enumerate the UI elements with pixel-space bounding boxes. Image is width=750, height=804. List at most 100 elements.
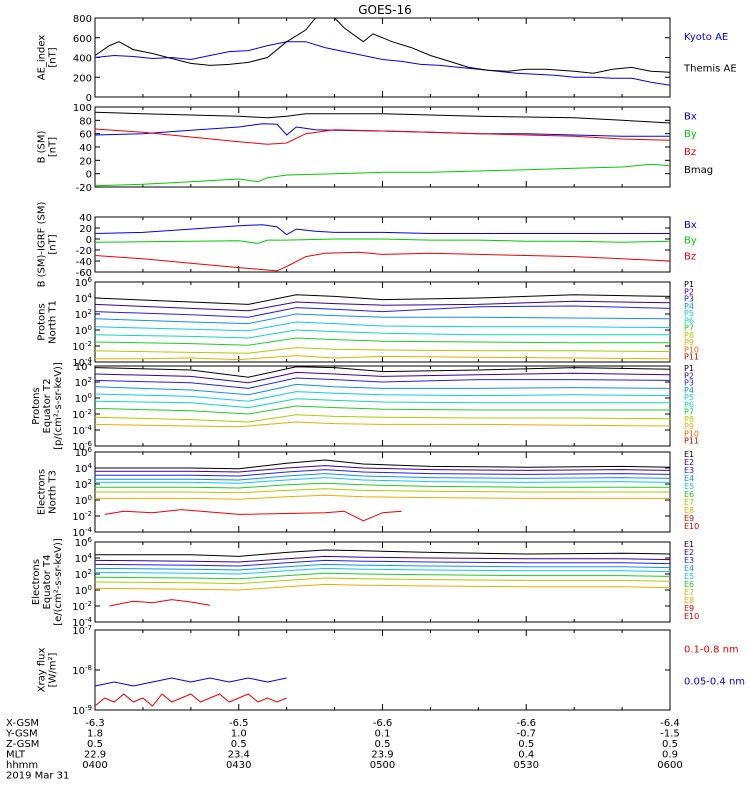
panel-frame	[94, 17, 671, 98]
series-line-p6	[94, 398, 670, 409]
legend-entry: E9	[684, 604, 694, 613]
y-tick-label: 100	[75, 392, 92, 405]
y-axis-label: [W/m²]	[48, 652, 59, 687]
series-line-bx	[94, 224, 670, 236]
series-line-p9	[95, 355, 671, 361]
legend-entry: E1	[684, 540, 694, 549]
legend-entry: Bx	[684, 111, 697, 122]
footer-value: -6.4	[660, 718, 680, 729]
legend-entry: P10	[684, 429, 699, 438]
legend-entry: P1	[684, 280, 694, 289]
y-tick-label: 104	[75, 292, 93, 305]
legend-entry: P6	[684, 400, 694, 409]
y-axis-label: [e/(cm²-s-sr-keV)]	[53, 538, 64, 626]
series-line-p6	[94, 329, 670, 339]
legend-entry: E3	[684, 556, 694, 565]
panel-b_sm: -20 0 20 40 60 80 100 B (SM) [nT] Bx By Bz Bmag	[37, 103, 714, 194]
footer-value: -6.3	[85, 718, 105, 729]
legend-entry: E6	[684, 490, 694, 499]
legend-entry: P8	[684, 415, 694, 424]
footer-value: -6.6	[373, 718, 393, 729]
legend-entry: Themis AE	[683, 64, 737, 75]
y-axis-label: B (SM)	[37, 130, 48, 163]
y-tick-label: 106	[75, 446, 93, 459]
series-line-e9	[104, 509, 402, 522]
y-tick-label: 200	[73, 73, 92, 84]
legend-entry: P10	[684, 345, 699, 354]
y-tick-label: 104	[75, 360, 93, 373]
legend-entry: Bz	[684, 251, 696, 262]
footer-value: 0.5	[231, 739, 247, 750]
y-tick-label: 600	[73, 34, 92, 45]
legend-entry: P3	[684, 295, 694, 304]
series-line-p5	[94, 391, 671, 402]
y-tick-label: 10-2	[72, 408, 92, 421]
panel-xray: 10-9 10-8 10-7 Xray flux [W/m²] 0.1-0.8 nm 0.0…	[37, 624, 746, 717]
y-tick-label: 10-7	[72, 624, 92, 637]
y-axis-label: Protons	[31, 387, 42, 424]
legend-entry: Bx	[684, 220, 697, 231]
series-line-e8	[94, 583, 671, 591]
series-line-0-05-0-4-nm	[94, 677, 287, 687]
y-tick-label: 20	[79, 224, 92, 235]
series-line-bmag	[94, 111, 671, 124]
series-line-p4	[94, 313, 671, 325]
legend-entry: P8	[684, 331, 694, 340]
legend-entry: P11	[684, 353, 699, 362]
legend-entry: P7	[684, 408, 694, 417]
legend-entry: 0.1-0.8 nm	[684, 644, 739, 655]
series-line-p1	[94, 366, 671, 378]
y-tick-label: 0	[86, 170, 92, 181]
legend-entry: P4	[684, 386, 694, 395]
legend-entry: P6	[684, 316, 694, 325]
series-line-e5	[95, 477, 671, 484]
legend-entry: P11	[684, 437, 699, 446]
legend-entry: E3	[684, 466, 694, 475]
y-tick-label: -60	[76, 268, 92, 279]
legend-entry: P3	[684, 379, 694, 388]
y-axis-label: Electrons	[37, 469, 48, 515]
legend-entry: E6	[684, 580, 694, 589]
series-line-e8	[95, 494, 670, 500]
footer-value: 23.4	[228, 750, 250, 761]
y-axis-label: AE_index	[37, 35, 48, 81]
series-line-p8	[94, 347, 671, 354]
series-line-p3	[94, 305, 671, 318]
y-axis-label: Equator T4	[42, 555, 53, 610]
legend-entry: P5	[684, 309, 694, 318]
legend-entry: E8	[684, 506, 694, 515]
footer-date: 2019 Mar 31	[6, 771, 69, 782]
footer-row-label: X-GSM	[6, 718, 39, 729]
legend-entry: E5	[684, 572, 694, 581]
y-tick-label: 400	[73, 54, 92, 65]
footer-row-label: Z-GSM	[6, 739, 39, 750]
footer-value: -6.6	[516, 718, 536, 729]
legend-entry: E5	[684, 482, 694, 491]
y-tick-label: 10-2	[72, 600, 92, 613]
y-axis-label: Xray flux	[37, 648, 48, 693]
legend-entry: 0.05-0.4 nm	[684, 676, 745, 687]
y-tick-label: 102	[75, 376, 92, 389]
y-tick-label: -20	[76, 183, 92, 194]
footer-value: 0430	[226, 760, 251, 771]
footer-value: 0.9	[662, 750, 678, 761]
footer-value: -0.7	[516, 729, 536, 740]
legend-entry: Kyoto AE	[684, 32, 728, 43]
footer-row-label: Y-GSM	[5, 729, 38, 740]
y-axis-label: [nT]	[48, 137, 59, 157]
legend-entry: E10	[684, 612, 699, 621]
footer-value: 0400	[82, 760, 107, 771]
series-line-0-1-0-8-nm	[94, 693, 287, 707]
series-line-e4	[95, 473, 671, 481]
footer-ephemeris: X-GSM -6.3 -6.5 -6.6 -6.6 -6.4 Y-GSM 1.8 1.0 0.1 -…	[5, 718, 683, 782]
series-line-p4	[94, 383, 671, 396]
series-line-by	[94, 163, 671, 187]
y-axis-label: North T1	[48, 300, 59, 344]
y-tick-label: 40	[79, 143, 92, 154]
y-tick-label: 106	[75, 276, 93, 289]
legend-entry: E1	[684, 450, 694, 459]
